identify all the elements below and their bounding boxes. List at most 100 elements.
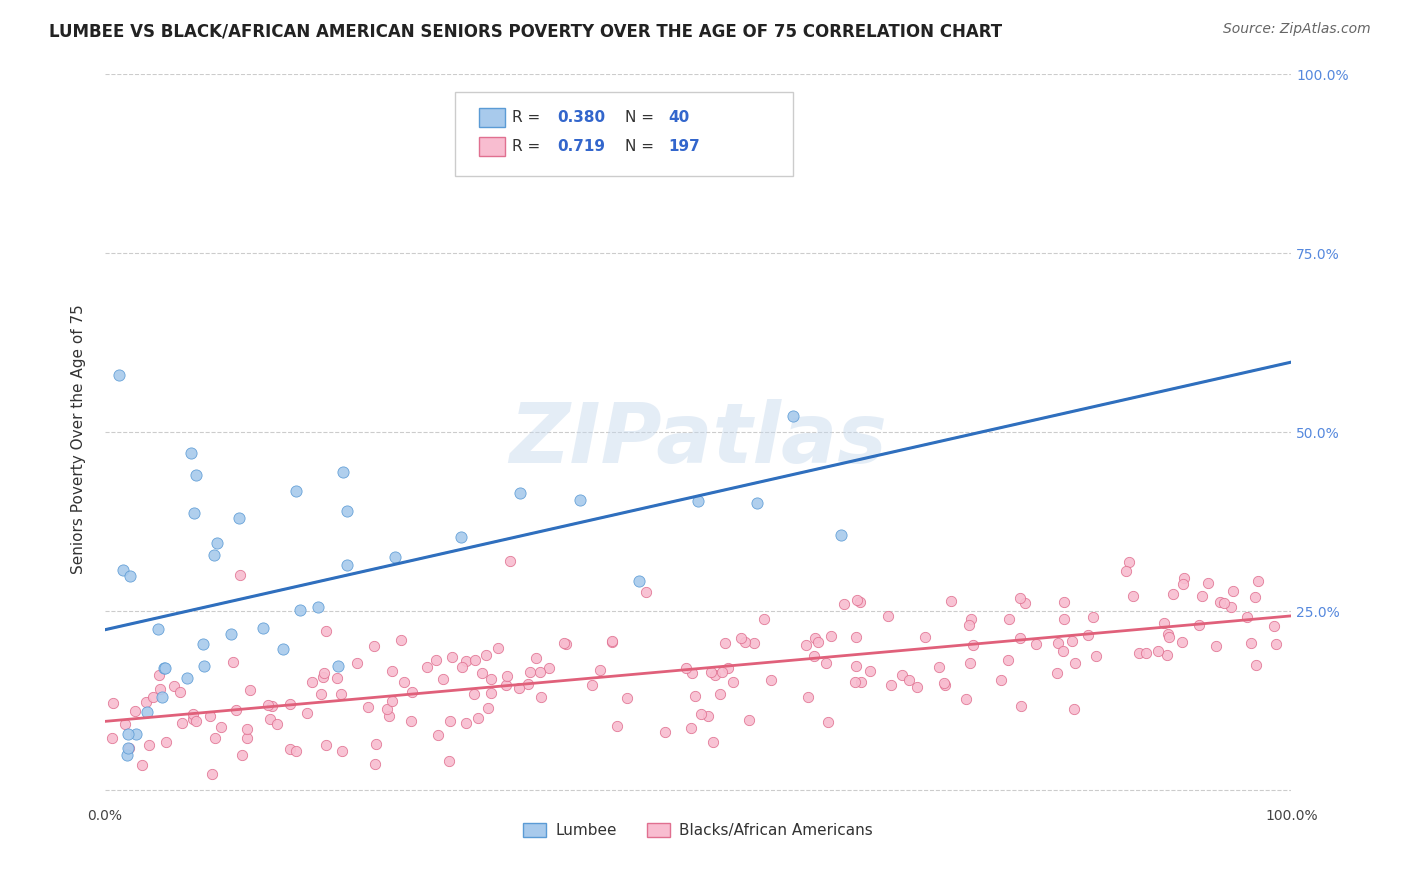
- Point: [1197, 575, 1219, 590]
- Point: [997, 612, 1019, 626]
- Point: [142, 690, 165, 704]
- Point: [555, 637, 578, 651]
- Point: [384, 550, 406, 565]
- Point: [315, 739, 337, 753]
- Point: [399, 714, 422, 728]
- Point: [332, 465, 354, 479]
- Point: [962, 638, 984, 652]
- Point: [851, 674, 873, 689]
- Point: [107, 368, 129, 382]
- Point: [231, 747, 253, 762]
- Point: [1222, 584, 1244, 599]
- Text: LUMBEE VS BLACK/AFRICAN AMERICAN SENIORS POVERTY OVER THE AGE OF 75 CORRELATION : LUMBEE VS BLACK/AFRICAN AMERICAN SENIORS…: [49, 22, 1002, 40]
- Point: [401, 685, 423, 699]
- Point: [716, 661, 738, 675]
- Point: [600, 635, 623, 649]
- Point: [1135, 646, 1157, 660]
- Point: [155, 735, 177, 749]
- Point: [239, 683, 262, 698]
- FancyBboxPatch shape: [478, 136, 505, 156]
- Point: [180, 446, 202, 460]
- Point: [959, 657, 981, 671]
- Point: [236, 723, 259, 737]
- Text: 40: 40: [668, 110, 690, 125]
- Point: [734, 635, 756, 649]
- Point: [702, 734, 724, 748]
- Point: [959, 612, 981, 626]
- Point: [152, 690, 174, 705]
- Point: [440, 650, 463, 665]
- Point: [416, 659, 439, 673]
- Point: [124, 704, 146, 718]
- Point: [742, 635, 765, 649]
- Point: [1212, 595, 1234, 609]
- Point: [153, 660, 176, 674]
- Point: [1159, 630, 1181, 644]
- Point: [198, 709, 221, 723]
- Point: [297, 706, 319, 720]
- Point: [1053, 595, 1076, 609]
- Point: [932, 676, 955, 690]
- Point: [905, 680, 928, 694]
- Point: [568, 492, 591, 507]
- Point: [1191, 589, 1213, 603]
- Point: [439, 714, 461, 729]
- Point: [589, 663, 612, 677]
- Point: [381, 694, 404, 708]
- Point: [679, 721, 702, 735]
- Point: [186, 714, 208, 729]
- Text: 0.719: 0.719: [557, 139, 605, 153]
- Point: [135, 695, 157, 709]
- Point: [437, 754, 460, 768]
- Point: [1008, 591, 1031, 605]
- Text: R =: R =: [512, 139, 546, 153]
- Point: [464, 653, 486, 667]
- Point: [606, 719, 628, 733]
- Point: [266, 717, 288, 731]
- Point: [100, 731, 122, 746]
- Point: [747, 496, 769, 510]
- FancyBboxPatch shape: [478, 108, 505, 127]
- Point: [163, 679, 186, 693]
- Point: [346, 657, 368, 671]
- Point: [392, 674, 415, 689]
- Point: [477, 701, 499, 715]
- Point: [183, 712, 205, 726]
- Point: [957, 618, 980, 632]
- Point: [700, 665, 723, 679]
- Point: [285, 744, 308, 758]
- Point: [1128, 646, 1150, 660]
- Point: [1146, 644, 1168, 658]
- Point: [1047, 636, 1070, 650]
- Point: [225, 703, 247, 717]
- Point: [804, 632, 827, 646]
- Text: Source: ZipAtlas.com: Source: ZipAtlas.com: [1223, 22, 1371, 37]
- Point: [463, 687, 485, 701]
- Point: [1208, 595, 1230, 609]
- Point: [1153, 615, 1175, 630]
- Point: [474, 648, 496, 662]
- Point: [112, 563, 135, 577]
- Point: [508, 681, 530, 695]
- Point: [817, 714, 839, 729]
- Point: [471, 665, 494, 680]
- Point: [479, 686, 502, 700]
- Point: [336, 504, 359, 518]
- Point: [1236, 610, 1258, 624]
- Point: [820, 629, 842, 643]
- Point: [209, 720, 232, 734]
- Point: [172, 716, 194, 731]
- Point: [849, 595, 872, 609]
- Point: [934, 678, 956, 692]
- Point: [1122, 589, 1144, 603]
- Point: [782, 409, 804, 424]
- Point: [1115, 564, 1137, 578]
- Point: [146, 622, 169, 636]
- Point: [138, 738, 160, 752]
- Point: [519, 665, 541, 679]
- Point: [616, 690, 638, 705]
- Point: [329, 687, 352, 701]
- Point: [326, 671, 349, 685]
- Point: [955, 692, 977, 706]
- Point: [125, 727, 148, 741]
